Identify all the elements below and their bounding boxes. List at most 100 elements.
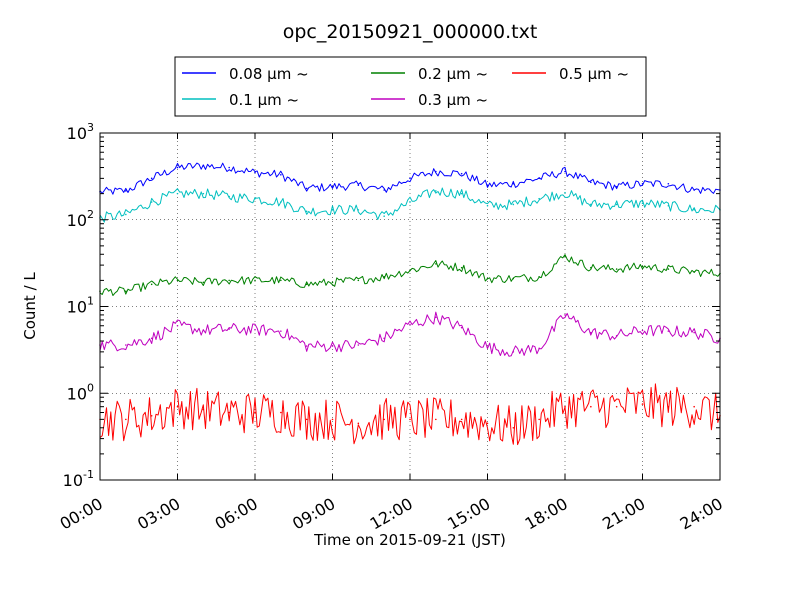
data-point	[280, 201, 282, 203]
legend-item: 0.08 μm ~	[182, 65, 309, 83]
data-point	[564, 314, 566, 316]
data-point	[538, 347, 540, 350]
data-point	[590, 266, 592, 269]
data-point	[435, 316, 437, 319]
data-point	[357, 279, 360, 282]
data-point	[486, 184, 489, 187]
data-point	[228, 411, 230, 414]
data-point	[538, 197, 540, 200]
data-point	[150, 337, 153, 340]
y-tick-exponent: 3	[87, 121, 94, 134]
data-point	[590, 203, 592, 206]
data-point	[125, 344, 127, 346]
legend-label: 0.1 μm ~	[229, 91, 299, 109]
y-tick-exponent: 1	[87, 295, 94, 308]
data-point	[228, 279, 230, 282]
data-point	[460, 192, 463, 195]
data-point	[641, 202, 644, 205]
data-point	[254, 328, 256, 331]
data-point	[538, 275, 540, 278]
data-point	[667, 330, 670, 332]
y-tick-base: 10	[67, 211, 87, 230]
data-point	[331, 418, 334, 421]
data-point	[357, 209, 360, 211]
legend-item: 0.5 μm ~	[512, 65, 629, 83]
data-point	[538, 418, 540, 421]
series-line-1	[99, 187, 721, 223]
data-point	[125, 213, 127, 216]
data-point	[667, 204, 670, 207]
data-point	[305, 283, 308, 286]
data-point	[254, 197, 256, 200]
data-point	[150, 414, 153, 417]
legend-label: 0.3 μm ~	[418, 91, 488, 109]
data-point	[460, 418, 463, 421]
data-point	[202, 408, 205, 411]
y-axis-label: Count / L	[21, 272, 39, 340]
data-point	[409, 201, 411, 203]
data-point	[667, 182, 670, 185]
data-point	[305, 187, 308, 190]
data-point	[176, 166, 179, 169]
data-point	[150, 283, 153, 286]
data-point	[331, 209, 334, 211]
data-point	[228, 328, 230, 330]
data-point	[176, 192, 179, 195]
data-point	[228, 166, 230, 169]
data-point	[383, 189, 385, 191]
series-line-4	[99, 383, 721, 446]
legend: 0.08 μm ~ 0.1 μm ~ 0.2 μm ~ 0.3 μm ~ 0.5 μm …	[174, 56, 647, 117]
data-point	[202, 281, 205, 284]
data-point	[615, 185, 618, 188]
data-point	[150, 177, 153, 180]
data-point	[409, 269, 411, 272]
data-point	[409, 323, 411, 326]
legend-item: 0.1 μm ~	[182, 91, 299, 109]
data-point	[150, 201, 153, 203]
y-tick-label: 100	[67, 381, 94, 403]
data-point	[693, 209, 695, 211]
data-point	[615, 405, 618, 408]
data-point	[280, 330, 282, 332]
x-axis-label: Time on 2015-09-21 (JST)	[313, 531, 506, 549]
data-point	[486, 346, 489, 348]
data-point	[693, 271, 695, 273]
data-point	[435, 170, 437, 173]
data-point	[280, 411, 282, 414]
data-point	[693, 331, 695, 334]
data-point	[383, 337, 385, 340]
data-point	[125, 418, 127, 421]
data-point	[254, 411, 256, 414]
data-point	[228, 195, 230, 198]
data-point	[202, 164, 205, 167]
data-point	[125, 290, 127, 293]
data-point	[667, 268, 670, 270]
data-point	[486, 204, 489, 207]
data-point	[254, 279, 256, 282]
y-tick-exponent: 0	[87, 381, 94, 394]
data-point	[512, 182, 515, 185]
y-tick-exponent: -1	[83, 468, 94, 481]
data-point	[564, 255, 566, 258]
y-tick-label: 103	[67, 121, 94, 143]
y-tick-base: 10	[67, 124, 87, 143]
data-point	[641, 265, 644, 268]
y-tick-label: 102	[67, 208, 94, 230]
y-tick-base: 10	[67, 384, 87, 403]
data-point	[641, 403, 644, 405]
data-point	[641, 182, 644, 185]
legend-label: 0.5 μm ~	[559, 65, 629, 83]
data-point	[512, 277, 515, 280]
legend-item: 0.3 μm ~	[371, 91, 488, 109]
data-point	[667, 405, 670, 408]
legend-label: 0.2 μm ~	[418, 65, 488, 83]
data-point	[176, 324, 179, 327]
data-point	[305, 418, 308, 421]
data-point	[590, 405, 592, 408]
data-point	[435, 190, 437, 192]
data-point	[383, 275, 385, 278]
data-point	[125, 190, 127, 192]
data-point	[202, 192, 205, 195]
